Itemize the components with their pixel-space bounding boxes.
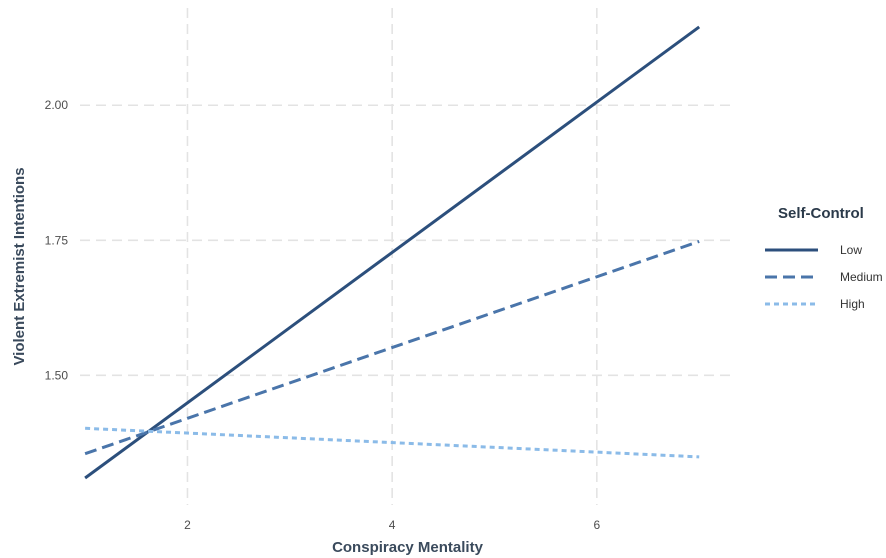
x-tick-label: 6 bbox=[593, 518, 600, 532]
x-tick-label: 4 bbox=[389, 518, 396, 532]
legend-label-medium: Medium bbox=[840, 270, 883, 284]
legend-items: Low Medium High bbox=[765, 243, 883, 311]
legend-label-high: High bbox=[840, 297, 865, 311]
series-line-high bbox=[85, 426, 700, 459]
legend-title: Self-Control bbox=[778, 205, 864, 222]
y-tick-label: 1.75 bbox=[45, 233, 69, 247]
series-line-low bbox=[84, 25, 701, 480]
x-tick-label: 2 bbox=[184, 518, 191, 532]
y-axis-title: Violent Extremist Intentions bbox=[11, 167, 28, 365]
x-axis-title: Conspiracy Mentality bbox=[332, 539, 484, 556]
y-tick-label: 1.50 bbox=[45, 368, 69, 382]
y-tick-label: 2.00 bbox=[45, 98, 69, 112]
series-layer bbox=[84, 25, 701, 480]
grid-layer bbox=[80, 8, 735, 505]
series-line-medium bbox=[84, 239, 700, 456]
tick-layer: 2 4 6 1.50 1.75 2.00 bbox=[45, 98, 601, 532]
legend-label-low: Low bbox=[840, 243, 862, 257]
legend: Self-Control Low Medium High bbox=[765, 205, 883, 311]
